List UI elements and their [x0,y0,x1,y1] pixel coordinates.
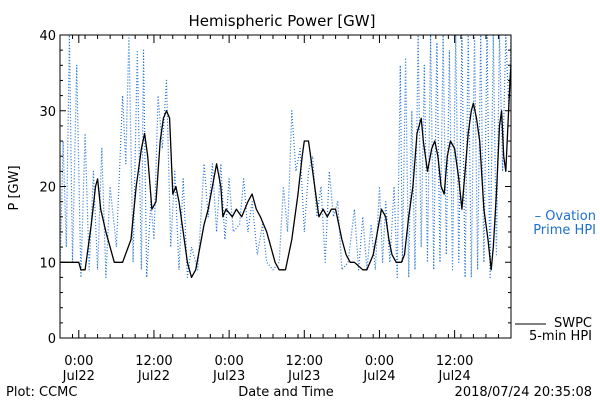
plot-credit: Plot: CCMC [6,385,77,400]
y-tick-label: 10 [39,256,56,271]
y-tick-label: 0 [48,332,56,347]
x-tick-label-time: 0:00 [365,354,394,369]
legend-ovation-line2: Prime HPI [533,223,596,238]
x-tick-label-time: 12:00 [135,354,172,369]
series-line-ovation [59,34,512,278]
legend-swpc-line1: SWPC [554,316,592,331]
x-tick-label-date: Jul23 [212,369,245,384]
x-tick-label-time: 12:00 [286,354,323,369]
y-tick-label: 40 [39,29,56,44]
y-ticks: 0 10 20 30 40 [39,29,511,347]
x-tick-label-date: Jul24 [438,369,471,384]
x-tick-label-date: Jul22 [137,369,170,384]
x-tick-label-time: 0:00 [64,354,93,369]
x-tick-label-time: 0:00 [215,354,244,369]
series-line-swpc [60,65,512,279]
y-tick-label: 30 [39,105,56,120]
series-layer [59,34,512,279]
x-axis-label: Date and Time [238,385,334,400]
y-axis-label: P [GW] [7,165,22,210]
y-tick-label: 20 [39,181,56,196]
x-tick-label-date: Jul23 [287,369,320,384]
legend-swpc-line2: 5-min HPI [529,329,592,344]
plot-timestamp: 2018/07/24 20:35:08 [455,385,592,400]
x-tick-label-date: Jul24 [362,369,395,384]
legend: – Ovation Prime HPI SWPC 5-min HPI [515,209,596,344]
chart-title: Hemispheric Power [GW] [189,12,376,30]
x-tick-label-time: 12:00 [436,354,473,369]
x-tick-label-date: Jul22 [62,369,95,384]
x-ticks: 0:00Jul2212:00Jul220:00Jul2312:00Jul230:… [59,35,512,384]
legend-ovation-line1: – Ovation [535,209,596,224]
